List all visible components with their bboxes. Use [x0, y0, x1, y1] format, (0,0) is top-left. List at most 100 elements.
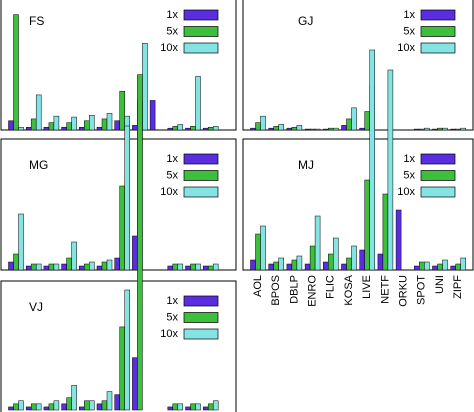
bar: [455, 128, 461, 131]
bar: [328, 253, 334, 271]
bar: [323, 261, 329, 271]
bar: [195, 76, 201, 131]
bar: [132, 235, 138, 271]
bar: [268, 263, 274, 271]
bar: [202, 127, 209, 131]
bar: [30, 263, 37, 271]
bar: [432, 128, 438, 131]
bar: [333, 237, 339, 271]
bar: [190, 403, 196, 411]
bar: [296, 255, 303, 271]
bar: [442, 259, 448, 271]
bar: [309, 245, 316, 271]
bar: [382, 193, 389, 271]
bar: [212, 400, 219, 411]
x-tick-label: KOSA: [343, 274, 355, 305]
legend-label: 10x: [397, 186, 415, 198]
bar: [84, 400, 90, 411]
bar: [71, 385, 77, 411]
bar: [387, 69, 394, 271]
bar: [53, 115, 60, 131]
bar: [101, 118, 108, 131]
bar: [419, 261, 425, 271]
legend-swatch: [183, 312, 219, 323]
bar: [255, 122, 261, 131]
x-tick-label: ORKU: [398, 275, 410, 307]
bar: [437, 263, 443, 271]
bar: [207, 126, 214, 131]
bar: [359, 127, 365, 131]
bar: [43, 126, 50, 131]
panel-title: MJ: [298, 158, 314, 172]
legend-label: 10x: [160, 328, 178, 340]
bar: [250, 259, 256, 271]
bar: [328, 127, 334, 131]
bar: [190, 126, 196, 131]
bar: [172, 263, 179, 271]
legend-swatch: [183, 153, 219, 165]
bar: [119, 326, 125, 411]
bar: [119, 185, 125, 271]
bar: [424, 261, 430, 271]
x-tick-label: NETF: [379, 275, 391, 304]
bar: [71, 116, 77, 131]
bar: [323, 128, 329, 131]
bar: [359, 249, 365, 271]
bar: [79, 265, 85, 271]
bar: [419, 128, 425, 131]
x-tick-label: ZIPF: [452, 275, 464, 299]
bar: [278, 124, 284, 131]
bar: [53, 263, 60, 271]
x-tick-label: FLIC: [325, 275, 337, 299]
bar: [212, 126, 219, 131]
bar: [167, 406, 174, 411]
bar: [13, 14, 19, 131]
panel-title: VJ: [29, 300, 43, 314]
bar: [190, 263, 196, 271]
bar: [364, 111, 370, 131]
bar: [96, 265, 103, 271]
legend-swatch: [183, 295, 219, 307]
bar: [377, 253, 384, 271]
bar: [291, 259, 298, 271]
bar: [89, 400, 95, 411]
legend-label: 5x: [403, 25, 415, 37]
bar: [48, 403, 55, 411]
bar: [273, 261, 279, 271]
bar: [106, 113, 113, 131]
bar: [25, 265, 32, 271]
bar: [13, 253, 19, 271]
bar: [185, 127, 191, 131]
bar: [18, 213, 24, 271]
bar: [66, 122, 72, 131]
bar: [48, 122, 55, 131]
bar: [250, 127, 256, 131]
bar: [35, 403, 42, 411]
x-tick-label: DBLP: [288, 275, 300, 304]
legend-label: 10x: [160, 42, 178, 54]
bar: [212, 263, 219, 271]
bar: [341, 263, 347, 271]
bar: [96, 126, 103, 131]
bar: [124, 125, 130, 271]
bar: [124, 289, 130, 411]
legend-swatch: [183, 42, 219, 54]
bar: [61, 126, 67, 131]
legend-swatch: [420, 170, 456, 181]
bar: [61, 403, 67, 411]
x-tick-label: SPOT: [416, 275, 428, 305]
panel-title: GJ: [298, 14, 313, 28]
legend-label: 5x: [403, 169, 415, 181]
bar: [450, 128, 456, 131]
bar: [89, 114, 95, 131]
legend-label: 1x: [166, 295, 178, 307]
legend-swatch: [183, 186, 219, 198]
bar: [25, 126, 32, 131]
bar: [202, 406, 209, 411]
x-tick-label: LIVE: [361, 275, 373, 299]
bar: [137, 74, 143, 411]
bar: [106, 391, 113, 411]
legend-label: 5x: [166, 25, 178, 37]
bar: [53, 400, 60, 411]
bar: [66, 397, 72, 411]
